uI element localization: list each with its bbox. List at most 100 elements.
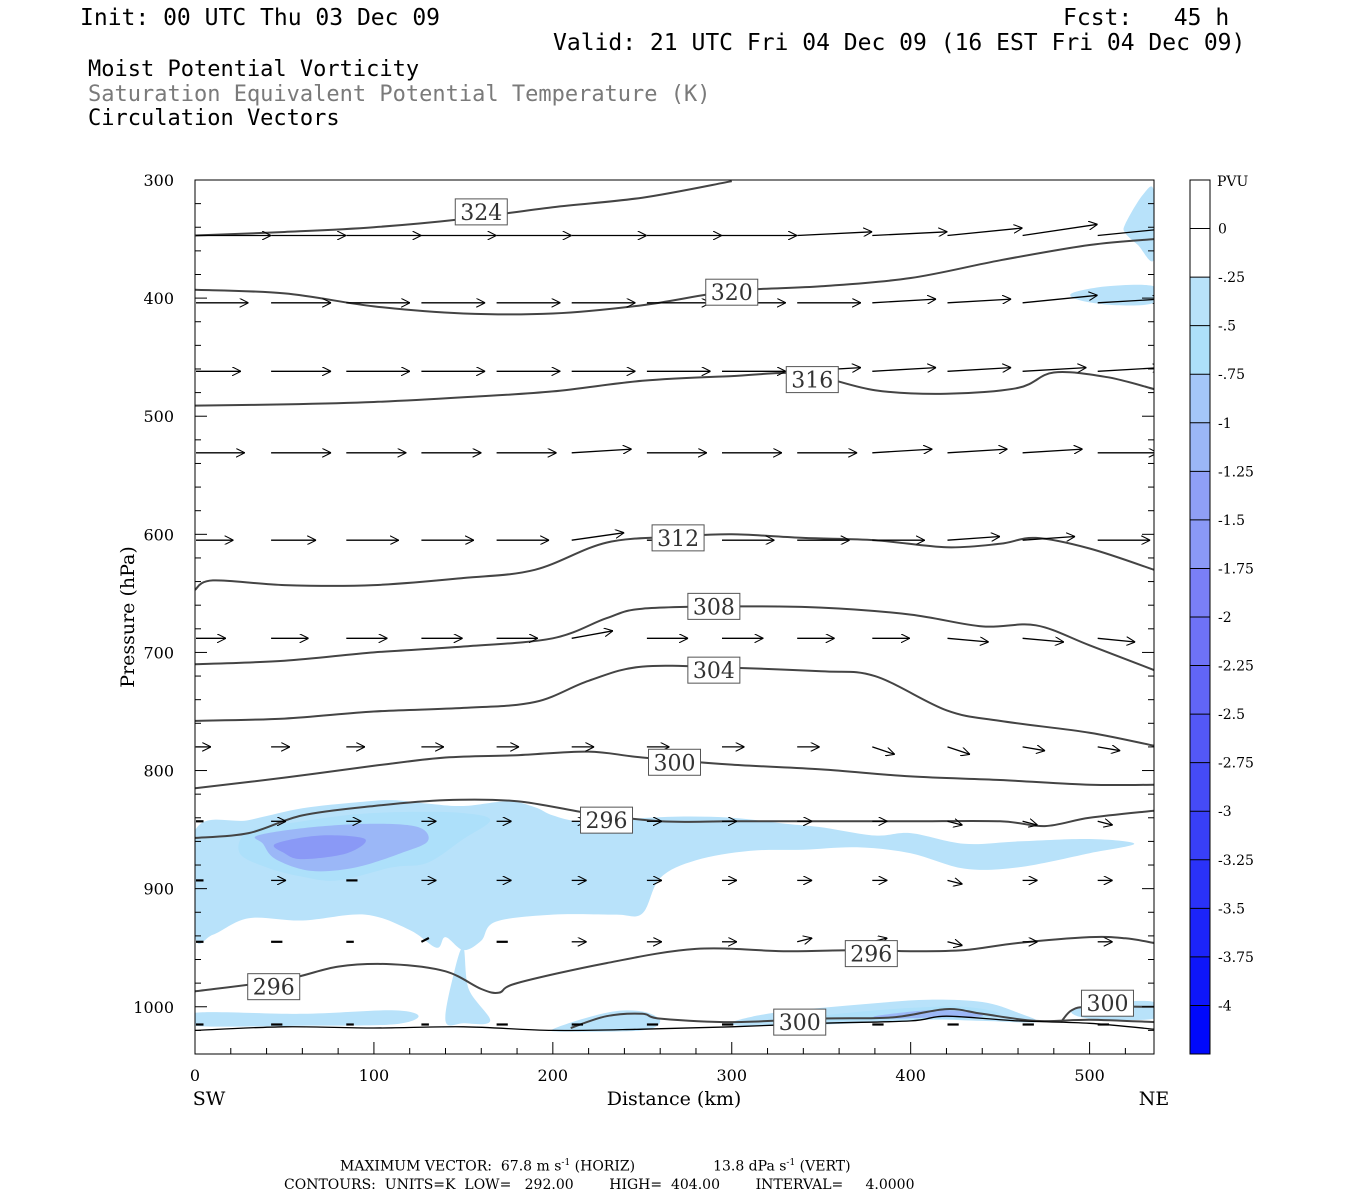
x-axis-title: Distance (km) [607, 1088, 742, 1110]
x-tick-label-2: 200 [538, 1066, 569, 1085]
contour-label-5: 304 [693, 659, 735, 684]
vector-1-10 [947, 299, 1012, 303]
contour-label-box-6 [648, 748, 701, 776]
contour-label-2: 316 [791, 369, 833, 394]
vert-label: (VERT) [795, 1158, 851, 1175]
y-tick-label-0: 300 [143, 171, 174, 190]
contour-label-8: 296 [850, 943, 892, 968]
colorbar-label-6: -1.5 [1218, 513, 1245, 529]
vert-exponent: -1 [786, 1158, 796, 1168]
ne-label: NE [1139, 1088, 1170, 1110]
colorbar-box-4 [1190, 374, 1210, 423]
colorbar-box-13 [1190, 811, 1210, 860]
contour-label-box-5 [687, 656, 741, 684]
contour-label-7: 296 [586, 809, 628, 834]
vector-5-5 [571, 631, 613, 639]
contour-label-0: 324 [460, 201, 502, 226]
horiz-label: (HORIZ) [570, 1158, 636, 1175]
max-vector-text: MAXIMUM VECTOR: 67.8 m s [340, 1158, 562, 1175]
x-tick-label-5: 500 [1074, 1066, 1105, 1085]
x-tick-label-3: 300 [716, 1066, 747, 1085]
vector-4-5 [571, 533, 625, 541]
vector-2-12 [1097, 368, 1154, 372]
contour-label-box-8 [844, 940, 898, 968]
vector-0-9 [872, 232, 947, 236]
y-tick-label-1: 400 [143, 289, 174, 308]
vector-5-10 [947, 638, 989, 642]
colorbar-label-9: -2.25 [1218, 659, 1254, 675]
vector-1-11 [1022, 295, 1098, 304]
vector-0-12 [1097, 229, 1154, 237]
colorbar-box-16 [1190, 956, 1210, 1006]
colorbar-box-3 [1190, 325, 1210, 375]
x-tick-label-4: 400 [895, 1066, 926, 1085]
vector-3-11 [1022, 449, 1083, 453]
init-time: Init: 00 UTC Thu 03 Dec 09 [80, 5, 441, 31]
contour-label-box-3 [651, 524, 705, 552]
vector-2-9 [872, 368, 936, 372]
contour-label-box-10 [773, 1008, 827, 1036]
colorbar-label-7: -1.75 [1218, 561, 1254, 577]
colorbar-label-10: -2.5 [1218, 707, 1245, 723]
colorbar-label-0: 0 [1218, 222, 1227, 238]
colorbar: 0 -.25 -.5 -.75 -1 -1.25 -1.5 -1.75 -2 -2.25 -2.5 -… [1189, 179, 1254, 1055]
vector-2-10 [947, 368, 1012, 372]
colorbar-box-12 [1190, 762, 1210, 812]
colorbar-label-11: -2.75 [1218, 756, 1254, 772]
vector-0-10 [947, 228, 1023, 237]
contour-line-2 [195, 371, 1154, 407]
x-tick-label-0: 0 [190, 1066, 200, 1085]
cross-section-chart: 324 320 316 312 308 304 300 296 296 296 300 300 0 10… [117, 171, 1254, 1110]
vector-8-10 [947, 880, 963, 884]
vector-9-10 [947, 942, 963, 946]
pv-region-8 [195, 1010, 419, 1027]
vector-6-12 [1097, 747, 1121, 751]
pv-region-3 [273, 835, 366, 860]
vector-9-8 [797, 938, 812, 942]
vector-3-10 [947, 449, 1008, 453]
colorbar-box-15 [1190, 908, 1210, 957]
contour-line-4 [195, 605, 1154, 672]
contour-label-box-1 [705, 278, 759, 306]
contour-line-5 [195, 664, 1154, 747]
contour-line-7 [195, 798, 1154, 839]
colorbar-label-16: -4 [1218, 998, 1232, 1014]
vector-7-10 [947, 821, 963, 825]
vector-4-10 [947, 537, 1001, 541]
circulation-vectors [196, 224, 1154, 1026]
vector-6-11 [1022, 747, 1046, 751]
y-tick-label-3: 600 [143, 525, 174, 544]
vector-1-12 [1097, 299, 1154, 303]
contour-line-12 [195, 1015, 1154, 1032]
contour-label-6: 300 [654, 751, 696, 776]
vector-1-9 [872, 299, 936, 303]
pv-region-4 [550, 1010, 661, 1032]
vector-3-9 [872, 449, 932, 453]
contour-label-box-2 [785, 366, 839, 394]
vector-5-11 [1022, 638, 1064, 642]
contour-label-3: 312 [657, 527, 699, 552]
contour-label-11: 300 [1086, 992, 1128, 1017]
contour-labels: 324 320 316 312 308 304 300 296 296 296 300 300 [247, 198, 1134, 1036]
contour-label-box-11 [1080, 989, 1134, 1017]
horiz-exponent: -1 [561, 1158, 571, 1168]
vector-3-5 [571, 449, 632, 453]
x-tick-label-1: 100 [359, 1066, 390, 1085]
vector-9-3 [420, 937, 430, 943]
plot-frame [194, 179, 1155, 1055]
sw-label: SW [193, 1088, 226, 1110]
max-vector-line: MAXIMUM VECTOR: 67.8 m s-1 (HORIZ) 13.8 d… [340, 1159, 851, 1174]
vector-0-8 [797, 232, 872, 236]
colorbar-box-9 [1190, 617, 1210, 666]
colorbar-box-7 [1190, 519, 1210, 569]
colorbar-label-15: -3.75 [1218, 950, 1254, 966]
valid-time: Valid: 21 UTC Fri 04 Dec 09 (16 EST Fri … [553, 30, 1246, 56]
title-mpv: Moist Potential Vorticity [88, 57, 420, 82]
colorbar-box-5 [1190, 422, 1210, 472]
colorbar-label-4: -1 [1218, 416, 1232, 432]
contour-label-1: 320 [711, 281, 753, 306]
vector-6-9 [872, 746, 895, 755]
contour-label-box-7 [580, 806, 634, 834]
contour-line-8 [195, 935, 1154, 994]
vector-7-11 [1022, 821, 1038, 825]
